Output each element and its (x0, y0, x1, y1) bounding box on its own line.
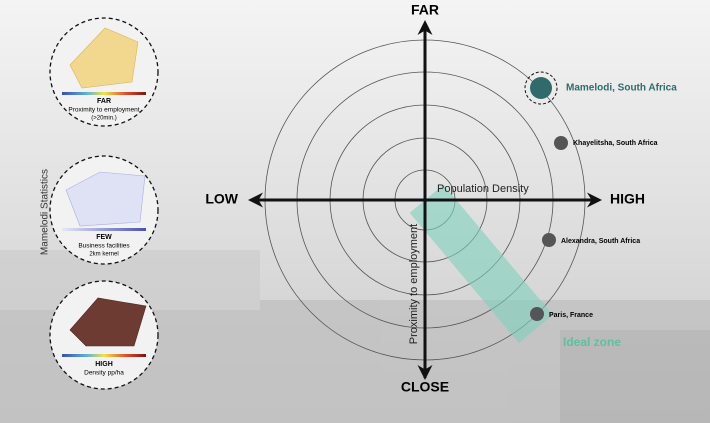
panel: FAR Proximity to employment (>20min.) (49, 17, 159, 127)
axis-label: Proximity to employment (408, 224, 420, 344)
panel-caption: Density pp/ha (84, 370, 124, 377)
panel: FEW Business facilities 2km kernel (49, 155, 159, 265)
panel-caption: Business facilities (78, 243, 130, 250)
axis-left: LOW (205, 191, 238, 207)
axis-label: Population Density (437, 183, 529, 195)
highlight-ring (524, 71, 558, 105)
panel: HIGH Density pp/ha (49, 280, 159, 390)
axis-bottom: CLOSE (401, 379, 449, 395)
sidebar-title: Mamelodi Statistics (40, 169, 51, 255)
panel-level: FEW (96, 234, 112, 241)
place-dot (530, 307, 544, 321)
place-dot (554, 136, 568, 150)
place-dot (530, 77, 552, 99)
panel-note: (>20min.) (91, 116, 117, 122)
panel-note: 2km kernel (89, 252, 118, 258)
axis-top: FAR (411, 2, 439, 18)
place-label: Alexandra, South Africa (561, 238, 640, 245)
place-label: Khayelitsha, South Africa (573, 140, 658, 147)
zone-label: Ideal zone (563, 335, 621, 349)
axis-right: HIGH (610, 191, 645, 207)
ideal-zone (409, 184, 553, 344)
panel-level: HIGH (95, 361, 113, 368)
place-dot (542, 233, 556, 247)
panel-level: FAR (97, 98, 111, 105)
panel-caption: Proximity to employment (68, 107, 139, 114)
place-label: Paris, France (549, 312, 593, 319)
place-label: Mamelodi, South Africa (566, 83, 677, 94)
